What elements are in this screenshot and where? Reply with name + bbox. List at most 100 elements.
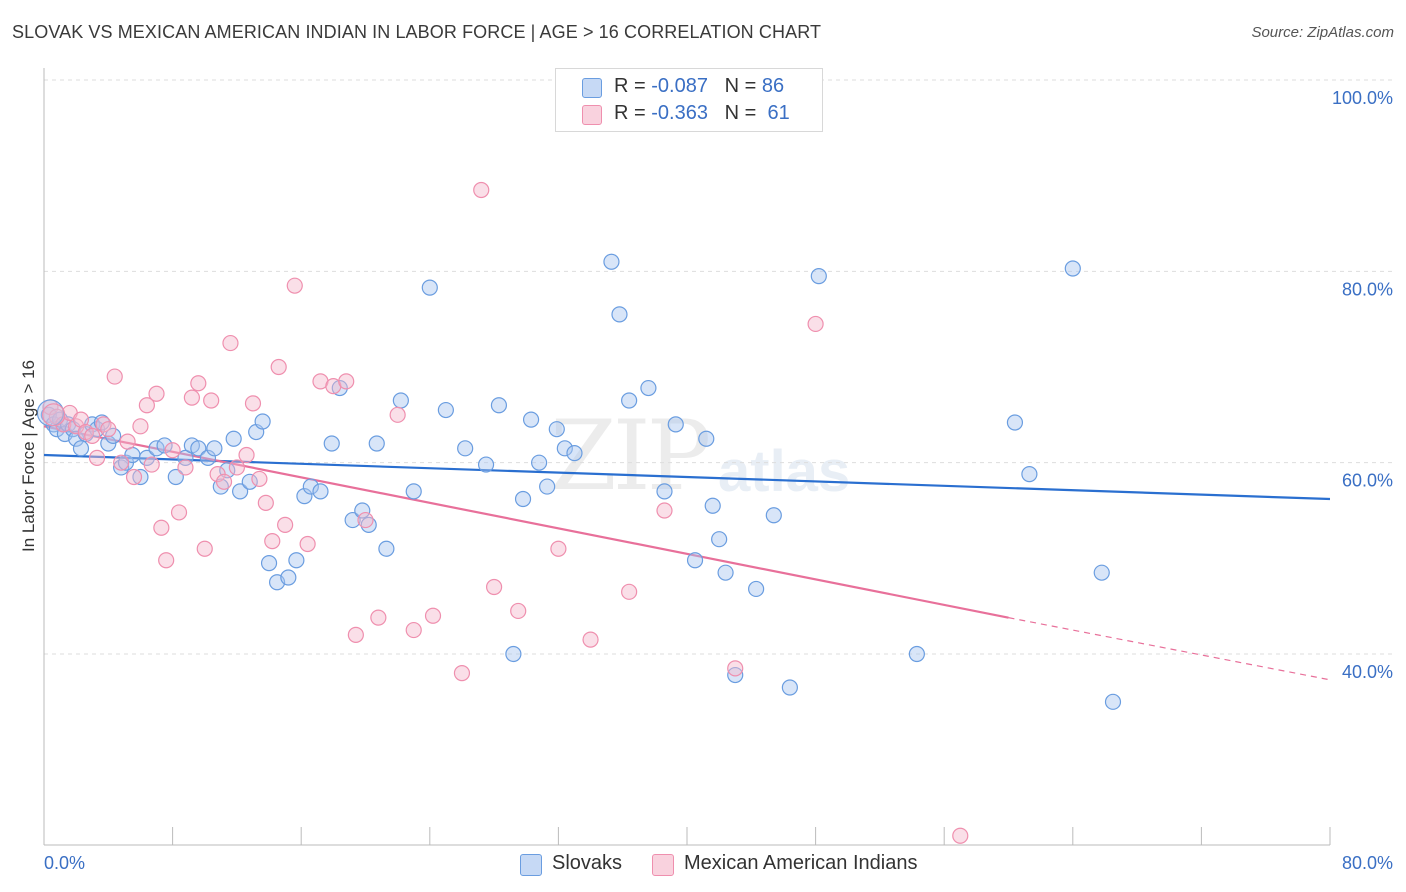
mexican-american-indian-point bbox=[84, 427, 101, 444]
legend-r-label: R = bbox=[614, 75, 652, 97]
mexican-american-indian-point bbox=[299, 535, 316, 553]
legend-swatch-mexican-american-indians bbox=[582, 105, 602, 125]
mexican-american-indian-point bbox=[486, 578, 503, 596]
slovak-point bbox=[199, 449, 217, 466]
slovak-point bbox=[548, 421, 565, 438]
y-tick-label: 40.0% bbox=[1342, 662, 1393, 682]
slovak-point bbox=[765, 507, 782, 524]
mexican-american-indian-point bbox=[95, 416, 112, 433]
slovak-point bbox=[368, 435, 385, 452]
slovak-point bbox=[296, 488, 313, 505]
tick-labels: 40.0% 60.0% 80.0% 100.0% 0.0% 80.0% bbox=[44, 88, 1393, 873]
slovak-point bbox=[539, 478, 556, 495]
y-tick-label: 100.0% bbox=[1332, 88, 1393, 108]
mexican-american-indian-point bbox=[277, 516, 294, 533]
mexican-american-indian-point bbox=[153, 519, 170, 536]
slovak-point bbox=[331, 379, 348, 397]
slovak-point bbox=[405, 483, 422, 500]
mexican-american-indian-point bbox=[170, 504, 188, 521]
slovak-point bbox=[667, 416, 684, 433]
mexican-american-indian-point bbox=[270, 358, 287, 376]
slovak-point bbox=[531, 454, 548, 471]
mexican-american-indian-point bbox=[196, 540, 213, 557]
slovak-point bbox=[1104, 693, 1122, 710]
slovak-point bbox=[392, 392, 409, 409]
mexican-american-indian-point bbox=[222, 334, 239, 352]
slovak-point bbox=[505, 645, 522, 663]
mexican-american-indian-point bbox=[158, 552, 175, 569]
mexican-american-indian-point bbox=[424, 607, 442, 624]
slovak-point bbox=[260, 555, 278, 572]
mexican-american-indian-point bbox=[389, 406, 406, 423]
trend-lines bbox=[43, 425, 1331, 681]
mexican-american-indian-point bbox=[582, 631, 599, 648]
mexican-american-indian-point bbox=[190, 375, 207, 392]
slovak-point bbox=[190, 440, 207, 457]
legend-swatch-slovaks bbox=[582, 78, 602, 98]
slovak-point bbox=[354, 502, 371, 519]
chart-title: SLOVAK VS MEXICAN AMERICAN INDIAN IN LAB… bbox=[12, 22, 822, 42]
mexican-american-indian-point bbox=[347, 626, 364, 643]
slovak-point bbox=[1093, 564, 1110, 581]
slovak-point bbox=[621, 392, 638, 409]
y-axis-label: In Labor Force | Age > 16 bbox=[19, 360, 38, 552]
slovak-point bbox=[717, 564, 734, 581]
slovak-point bbox=[698, 430, 715, 447]
mexican-american-indian-point bbox=[100, 421, 117, 438]
slovak-point bbox=[711, 531, 728, 548]
slovak-point bbox=[225, 430, 242, 447]
slovak-point bbox=[254, 413, 271, 430]
slovak-point bbox=[113, 459, 130, 476]
slovak-point bbox=[611, 306, 628, 323]
slovak-point bbox=[302, 478, 319, 495]
slovak-point bbox=[323, 435, 340, 452]
slovak-point bbox=[72, 440, 90, 457]
mexican-american-indian-point bbox=[473, 181, 490, 199]
mexican-american-indian-point bbox=[453, 665, 471, 682]
mexican-american-indian-point bbox=[238, 446, 255, 464]
mexican-american-indian-point bbox=[113, 454, 130, 471]
mexican-american-indian-point bbox=[251, 470, 268, 488]
slovak-point bbox=[280, 569, 297, 586]
legend-n-value: 86 bbox=[761, 75, 785, 97]
slovak-point bbox=[656, 483, 673, 500]
mexican-american-indian-point bbox=[656, 502, 673, 519]
slovak-point bbox=[1064, 260, 1081, 277]
bottom-legend-label-slovaks: Slovaks bbox=[552, 852, 623, 874]
slovak-point bbox=[704, 497, 721, 514]
slovak-point bbox=[640, 379, 657, 397]
slovak-point bbox=[603, 253, 620, 270]
watermark-zip: ZIP bbox=[550, 400, 711, 512]
mexican-american-indian-point bbox=[257, 494, 274, 511]
mexican-american-indian-point bbox=[119, 433, 136, 450]
mexican-american-indian-point bbox=[106, 368, 123, 385]
mexican-american-indian-point bbox=[727, 660, 744, 677]
bottom-legend-swatch-mexican-american-indians bbox=[652, 854, 674, 876]
legend-r-value: -0.363 bbox=[651, 102, 708, 124]
slovak-point bbox=[344, 511, 361, 529]
slovak-point bbox=[312, 483, 329, 500]
x-tick-label-max: 80.0% bbox=[1342, 853, 1393, 873]
slovak-point bbox=[810, 268, 827, 285]
slovak-point bbox=[781, 679, 798, 696]
slovak-point bbox=[132, 468, 149, 486]
slovak-point bbox=[421, 279, 438, 296]
mexican-american-indian-point bbox=[286, 277, 303, 294]
legend-row-slovaks: R = -0.087 N = 86 bbox=[582, 75, 784, 167]
mexican-american-indian-point bbox=[264, 533, 281, 550]
mexican-american-indian-point bbox=[357, 511, 374, 529]
mexican-american-indian-point bbox=[125, 468, 143, 486]
stats-legend: R = -0.087 N = 86 R = -0.363 N = 61 bbox=[555, 68, 823, 132]
mexican-american-indian-point bbox=[405, 621, 422, 639]
slovak-point bbox=[457, 440, 474, 457]
axes bbox=[43, 68, 1331, 846]
trend-line-mexican-american-indians-extension bbox=[1008, 617, 1331, 681]
slovak-point bbox=[566, 445, 583, 462]
trend-line-mexican-american-indians bbox=[43, 425, 1009, 619]
slovak-point bbox=[241, 473, 258, 490]
slovak-point bbox=[556, 440, 573, 457]
slovak-point bbox=[514, 490, 532, 508]
mexican-american-indian-point bbox=[228, 459, 245, 476]
slovak-point bbox=[232, 483, 249, 500]
grid-lines bbox=[44, 79, 1394, 655]
